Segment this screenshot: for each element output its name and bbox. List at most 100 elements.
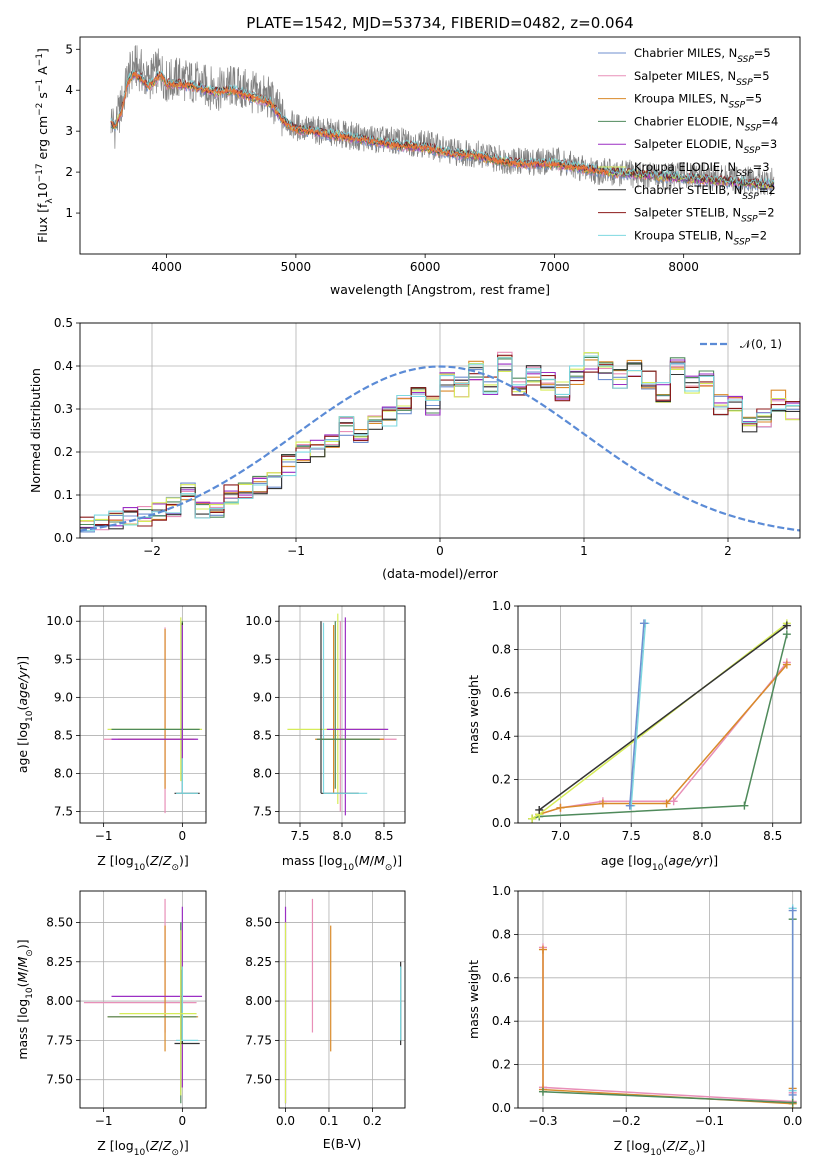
weight_vs_age-lines <box>528 619 791 823</box>
y-tick-label: 0.8 <box>492 642 511 656</box>
best-model <box>110 70 609 176</box>
y-tick-label: 7.5 <box>54 805 73 819</box>
age_vs_mass-frame <box>278 605 406 824</box>
weight-marker <box>788 1098 797 1107</box>
residual-histograms <box>80 351 800 533</box>
y-tick-label: 0.0 <box>54 531 73 545</box>
legend-label: Salpeter ELODIE, NSSP=3 <box>634 137 777 156</box>
x-tick-label: 1 <box>580 544 588 558</box>
legend-label: Kroupa STELIB, NSSP=2 <box>634 228 767 247</box>
y-tick-label: 7.75 <box>245 1033 272 1047</box>
y-axis-label: mass weight <box>466 960 481 1039</box>
weight-marker <box>598 799 607 808</box>
weight_vs_Z-frame <box>517 890 802 1109</box>
x-axis-label: E(B-V) <box>323 1136 362 1151</box>
x-tick-label: −1 <box>95 1114 113 1128</box>
y-tick-label: 2 <box>65 165 73 179</box>
y-tick-label: 0.6 <box>492 686 511 700</box>
figure-title: PLATE=1542, MJD=53734, FIBERID=0482, z=0… <box>246 14 633 32</box>
legend-label: Salpeter STELIB, NSSP=2 <box>634 206 775 225</box>
y-tick-label: 4 <box>65 83 73 97</box>
weight_vs_age-axes: 7.0 7.5 8.0 8.5 0.0 0.2 0.4 0.6 0.8 1.0 <box>492 599 801 843</box>
x-tick-label: 6000 <box>410 260 441 274</box>
weight-line <box>542 949 794 1105</box>
y-tick-label: 10.0 <box>46 614 73 628</box>
y-tick-label: 0.6 <box>492 971 511 985</box>
y-tick-label: 8.00 <box>46 994 73 1008</box>
spectrum-axes: 4000 5000 6000 7000 8000 1 2 3 4 5 <box>65 42 699 274</box>
age_vs_mass-axes: 7.5 8.0 8.5 7.5 8.0 8.5 9.0 9.5 10.0 <box>245 606 405 843</box>
y-tick-label: 0.0 <box>492 1101 511 1115</box>
y-tick-label: 0.4 <box>54 359 73 373</box>
weight-marker <box>639 619 648 628</box>
x-tick-label: 8.0 <box>332 829 351 843</box>
normal-curve <box>80 365 800 532</box>
residuals-frame <box>79 322 801 539</box>
legend: Chabrier MILES, NSSP=5 Salpeter MILES, NS… <box>598 46 778 247</box>
x-tick-label: 4000 <box>151 260 182 274</box>
weight_vs_Z-axes: −0.3 −0.2 −0.1 0.0 0.0 0.2 0.4 0.6 0.8 1.0 <box>492 884 802 1128</box>
weight-marker <box>669 797 678 806</box>
weight-line <box>531 664 788 820</box>
weight-marker <box>662 799 671 808</box>
y-tick-label: 1 <box>65 206 73 220</box>
x-axis-label: mass [log10(M/M⊙)] <box>282 853 402 873</box>
y-axis-label: Flux [fλ10−17 erg cm−2 s−1 A−1] <box>35 48 55 243</box>
x-tick-label: 7.0 <box>551 829 570 843</box>
x-tick-label: −1 <box>95 829 113 843</box>
y-tick-label: 8.25 <box>46 955 73 969</box>
x-tick-label: −0.3 <box>528 1114 557 1128</box>
x-tick-label: −0.1 <box>695 1114 724 1128</box>
y-tick-label: 9.5 <box>253 652 272 666</box>
residual-step <box>80 354 800 527</box>
y-axis-label: mass weight <box>466 675 481 754</box>
x-tick-label: −2 <box>143 544 161 558</box>
x-tick-label: 5000 <box>281 260 312 274</box>
age_vs_Z-frame <box>79 605 207 824</box>
weight-marker <box>538 945 547 954</box>
residual-step <box>80 362 800 530</box>
y-tick-label: 8.0 <box>54 767 73 781</box>
y-tick-label: 0.5 <box>54 316 73 330</box>
y-tick-label: 8.5 <box>253 728 272 742</box>
x-axis-label: (data-model)/error <box>382 566 499 581</box>
x-tick-label: 7000 <box>539 260 570 274</box>
x-tick-label: −1 <box>287 544 305 558</box>
y-tick-label: 1.0 <box>492 599 511 613</box>
weight-marker <box>538 1087 547 1096</box>
mass_vs_Z-frame <box>79 890 207 1109</box>
y-tick-label: 8.00 <box>245 994 272 1008</box>
x-tick-label: 8.5 <box>763 829 782 843</box>
y-tick-label: 0.2 <box>492 773 511 787</box>
y-tick-label: 9.0 <box>54 690 73 704</box>
y-tick-label: 5 <box>65 42 73 56</box>
observed-spectrum <box>110 45 775 197</box>
x-axis-label: Z [log10(Z/Z⊙)] <box>614 1138 706 1158</box>
x-tick-label: 0.1 <box>319 1114 338 1128</box>
x-tick-label: 8000 <box>668 260 699 274</box>
y-tick-label: 9.5 <box>54 652 73 666</box>
y-tick-label: 3 <box>65 124 73 138</box>
legend-label: Salpeter MILES, NSSP=5 <box>634 69 770 88</box>
x-tick-label: 0 <box>179 829 187 843</box>
legend-label: Chabrier ELODIE, NSSP=4 <box>634 114 778 133</box>
weight-line <box>542 947 794 1103</box>
weight-line <box>630 623 647 806</box>
weight-marker <box>782 621 791 630</box>
legend-label: Kroupa MILES, NSSP=5 <box>634 92 762 111</box>
y-tick-label: 1.0 <box>492 884 511 898</box>
y-tick-label: 0.3 <box>54 402 73 416</box>
weight-marker <box>625 801 634 810</box>
y-tick-label: 7.50 <box>245 1073 272 1087</box>
weight_vs_age-frame <box>517 605 802 824</box>
x-axis-label: Z [log10(Z/Z⊙)] <box>97 853 189 873</box>
y-tick-label: 10.0 <box>245 614 272 628</box>
weight-marker <box>788 1090 797 1099</box>
weight-marker <box>535 805 544 814</box>
x-axis-label: age [log10(age/yr)] <box>601 853 718 873</box>
y-axis-label: mass [log10(M/M⊙)] <box>15 939 35 1059</box>
mass_vs_ebv-axes: 0.0 0.1 0.2 7.50 7.75 8.00 8.25 8.50 <box>245 891 405 1128</box>
spectrum-frame <box>79 36 801 255</box>
plot-layer: 4000 5000 6000 7000 8000 1 2 3 4 5 Flux [fλ10−17 e… <box>15 36 802 1158</box>
